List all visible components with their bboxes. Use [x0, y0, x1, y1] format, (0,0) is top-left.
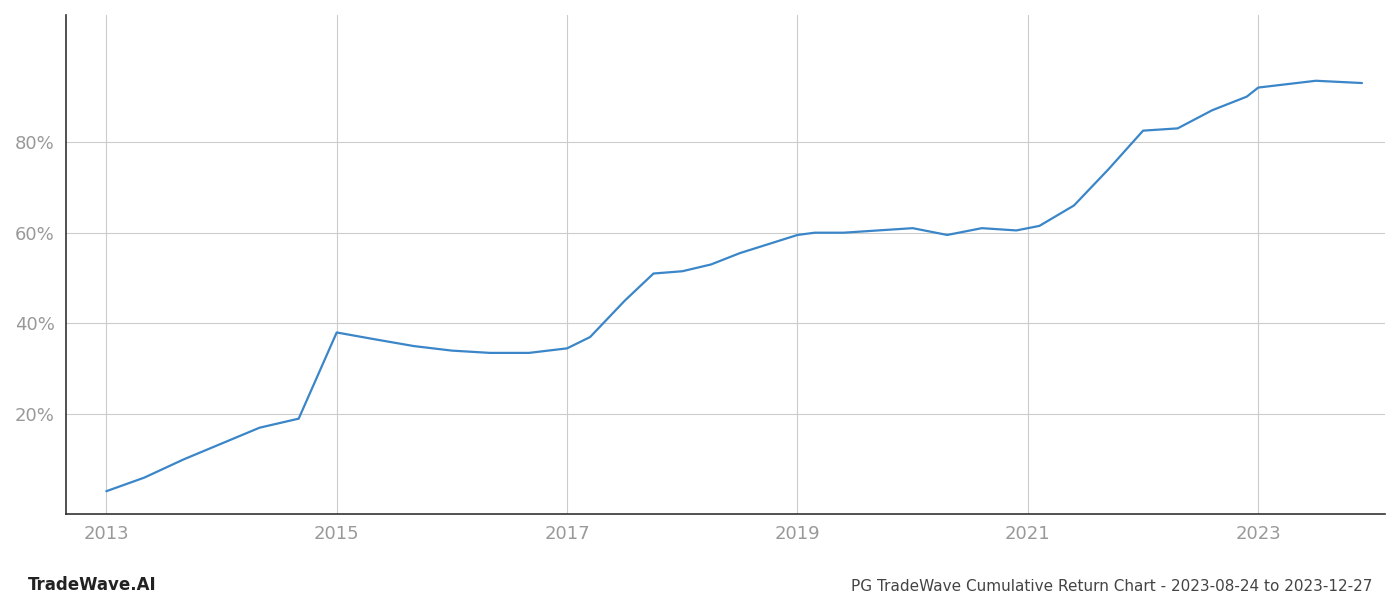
Text: TradeWave.AI: TradeWave.AI [28, 576, 157, 594]
Text: PG TradeWave Cumulative Return Chart - 2023-08-24 to 2023-12-27: PG TradeWave Cumulative Return Chart - 2… [851, 579, 1372, 594]
